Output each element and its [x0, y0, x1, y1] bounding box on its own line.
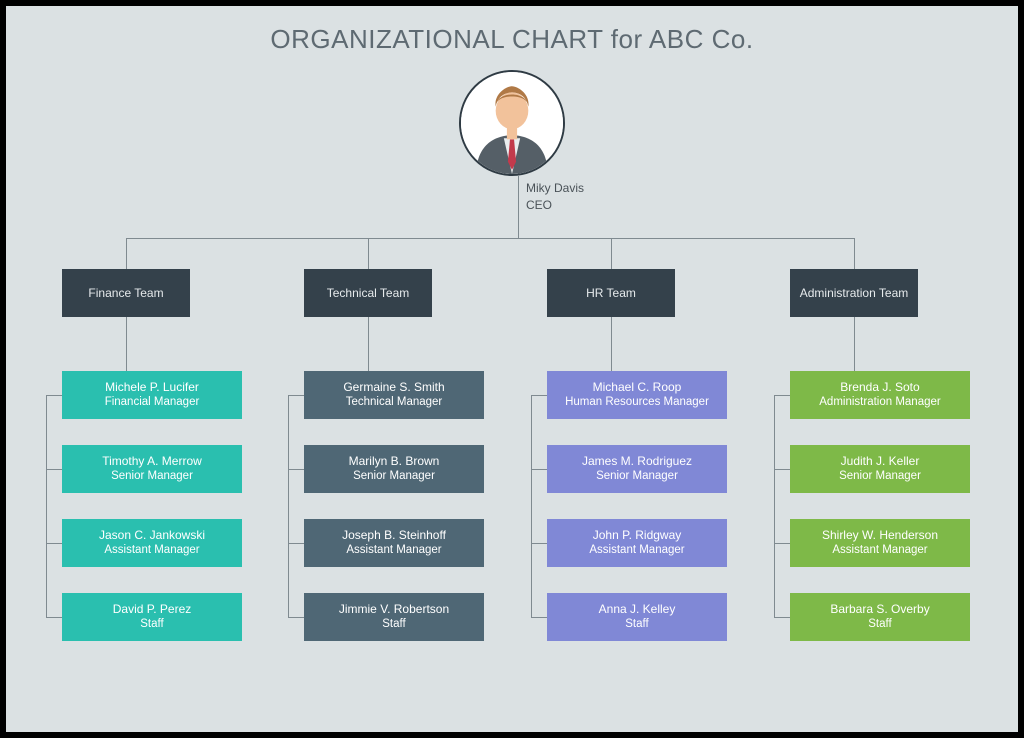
connector-line [46, 543, 62, 544]
team-label: Finance Team [88, 286, 163, 300]
ceo-name: Miky Davis [526, 180, 584, 197]
team-label: Administration Team [800, 286, 909, 300]
connector-line [126, 317, 127, 337]
member-box: Barbara S. OverbyStaff [790, 593, 970, 641]
connector-line [288, 469, 304, 470]
member-box: Anna J. KelleyStaff [547, 593, 727, 641]
connector-line [774, 395, 775, 617]
connector-line [531, 617, 547, 618]
connector-line [531, 469, 547, 470]
member-name: Jason C. Jankowski [99, 527, 205, 543]
member-role: Staff [868, 617, 891, 633]
connector-line [288, 617, 304, 618]
team-box: Technical Team [304, 269, 432, 317]
member-role: Technical Manager [346, 395, 443, 411]
member-name: Barbara S. Overby [830, 601, 929, 617]
member-box: Brenda J. SotoAdministration Manager [790, 371, 970, 419]
member-name: Shirley W. Henderson [822, 527, 938, 543]
team-label: Technical Team [327, 286, 410, 300]
connector-line [611, 317, 612, 337]
ceo-avatar [459, 70, 565, 176]
member-role: Staff [140, 617, 163, 633]
member-role: Assistant Manager [104, 543, 199, 559]
team-box: Finance Team [62, 269, 190, 317]
connector-line [288, 395, 304, 396]
member-box: Germaine S. SmithTechnical Manager [304, 371, 484, 419]
member-name: John P. Ridgway [593, 527, 682, 543]
member-role: Human Resources Manager [565, 395, 709, 411]
connector-line [368, 238, 369, 269]
connector-line [531, 395, 532, 617]
member-box: Joseph B. SteinhoffAssistant Manager [304, 519, 484, 567]
team-label: HR Team [586, 286, 636, 300]
ceo-caption: Miky Davis CEO [526, 180, 584, 214]
connector-line [531, 543, 547, 544]
connector-line [611, 238, 612, 269]
connector-line [46, 469, 62, 470]
connector-line [854, 317, 855, 337]
member-name: David P. Perez [113, 601, 192, 617]
member-name: Brenda J. Soto [840, 379, 919, 395]
member-role: Financial Manager [105, 395, 200, 411]
connector-line [518, 176, 519, 238]
member-box: Marilyn B. BrownSenior Manager [304, 445, 484, 493]
member-box: Michael C. RoopHuman Resources Manager [547, 371, 727, 419]
member-box: Jimmie V. RobertsonStaff [304, 593, 484, 641]
member-box: Shirley W. HendersonAssistant Manager [790, 519, 970, 567]
member-box: Judith J. KellerSenior Manager [790, 445, 970, 493]
connector-line [531, 395, 547, 396]
team-box: Administration Team [790, 269, 918, 317]
member-name: Germaine S. Smith [343, 379, 444, 395]
member-box: David P. PerezStaff [62, 593, 242, 641]
member-role: Senior Manager [111, 469, 193, 485]
member-box: James M. RodriguezSenior Manager [547, 445, 727, 493]
member-box: Jason C. JankowskiAssistant Manager [62, 519, 242, 567]
connector-line [288, 395, 289, 617]
org-chart-frame: ORGANIZATIONAL CHART for ABC Co. Miky Da… [0, 0, 1024, 738]
member-name: Michael C. Roop [593, 379, 682, 395]
member-role: Administration Manager [819, 395, 940, 411]
member-role: Staff [382, 617, 405, 633]
connector-line [46, 395, 47, 617]
connector-line [288, 543, 304, 544]
member-role: Assistant Manager [589, 543, 684, 559]
member-role: Senior Manager [353, 469, 435, 485]
member-box: Timothy A. MerrowSenior Manager [62, 445, 242, 493]
connector-line [46, 395, 62, 396]
connector-line [774, 617, 790, 618]
member-box: John P. RidgwayAssistant Manager [547, 519, 727, 567]
team-box: HR Team [547, 269, 675, 317]
member-name: Marilyn B. Brown [349, 453, 440, 469]
member-role: Senior Manager [596, 469, 678, 485]
member-name: Michele P. Lucifer [105, 379, 199, 395]
connector-line [126, 238, 855, 239]
connector-line [126, 238, 127, 269]
member-name: Joseph B. Steinhoff [342, 527, 446, 543]
member-role: Senior Manager [839, 469, 921, 485]
connector-line [774, 395, 790, 396]
connector-line [368, 317, 369, 337]
ceo-role: CEO [526, 197, 584, 214]
member-name: Anna J. Kelley [599, 601, 676, 617]
connector-line [774, 543, 790, 544]
member-box: Michele P. LuciferFinancial Manager [62, 371, 242, 419]
connector-line [46, 617, 62, 618]
avatar-icon [461, 72, 563, 174]
connector-line [774, 469, 790, 470]
chart-title: ORGANIZATIONAL CHART for ABC Co. [6, 6, 1018, 55]
connector-line [854, 238, 855, 269]
member-name: James M. Rodriguez [582, 453, 692, 469]
member-role: Assistant Manager [832, 543, 927, 559]
member-name: Judith J. Keller [841, 453, 920, 469]
member-role: Staff [625, 617, 648, 633]
member-name: Jimmie V. Robertson [339, 601, 449, 617]
member-name: Timothy A. Merrow [102, 453, 202, 469]
member-role: Assistant Manager [346, 543, 441, 559]
